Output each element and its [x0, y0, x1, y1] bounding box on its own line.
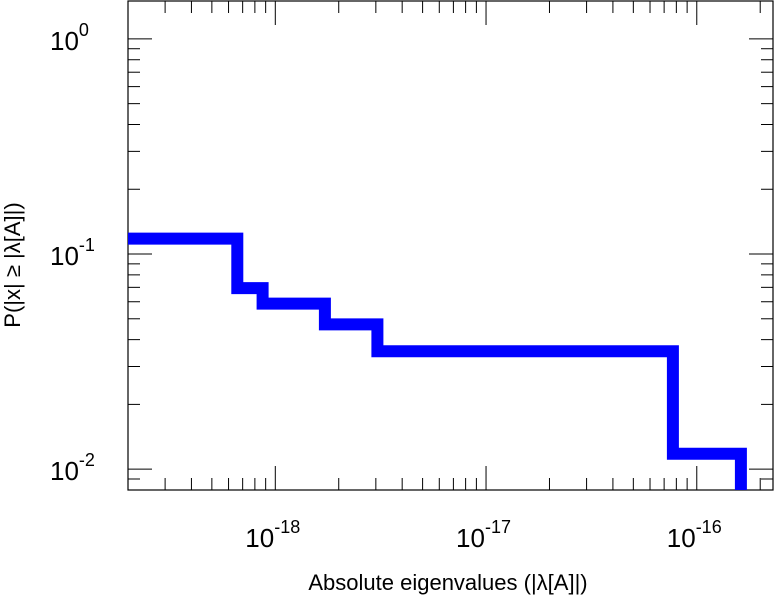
x-tick-label: 10-18 — [245, 517, 300, 553]
y-axis-label: P(|x| ≥ |λ[A]|) — [0, 202, 25, 327]
major-ticks — [128, 1, 773, 490]
x-tick-label: 10-17 — [456, 517, 511, 553]
x-tick-labels: 10-18 10-17 10-16 — [245, 517, 721, 553]
x-axis-label: Absolute eigenvalues (|λ[A]|) — [308, 570, 587, 595]
minor-ticks — [128, 1, 773, 490]
series-layer — [128, 232, 747, 490]
series-line — [128, 232, 747, 490]
y-tick-label: 10-2 — [50, 450, 95, 486]
x-tick-label: 10-16 — [667, 517, 722, 553]
y-tick-label: 10-1 — [50, 235, 95, 271]
y-tick-labels: 100 10-1 10-2 — [50, 20, 95, 486]
y-tick-label: 100 — [50, 20, 89, 56]
plot-frame — [127, 0, 774, 491]
